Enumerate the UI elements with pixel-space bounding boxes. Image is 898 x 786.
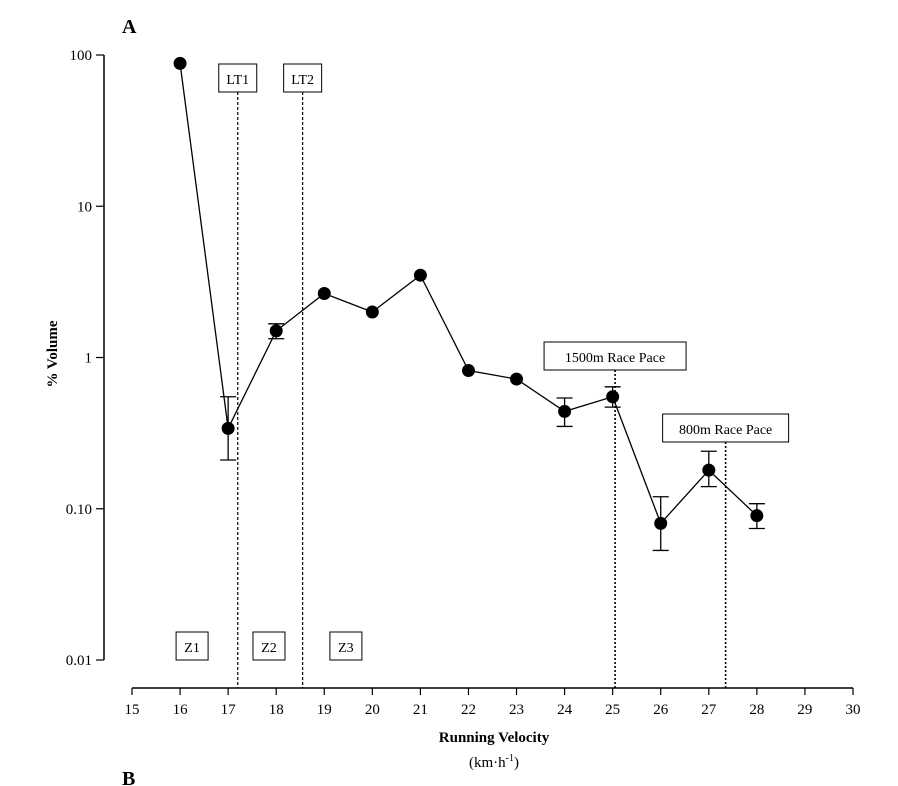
reference-label: LT2 [291,73,314,88]
x-axis-units: (km·h-1) [469,753,519,771]
zone-label-box [175,631,209,661]
x-tick-label: 15 [125,702,140,718]
reference-label-box [543,341,687,371]
data-series [173,56,765,552]
data-point [317,286,331,300]
x-tick-label: 25 [605,702,620,718]
reference-label-box [283,63,323,93]
x-axis-title: Running Velocity [439,730,550,746]
x-tick-label: 24 [557,702,573,718]
reference-label-box [662,413,790,443]
x-tick-label: 22 [461,702,476,718]
y-tick-label: 0.10 [66,502,92,518]
panel-label-a: A [122,16,137,38]
reference-label-box [218,63,258,93]
data-point [750,509,764,523]
data-point [173,56,187,70]
data-point [269,324,283,338]
zone-label: Z1 [184,641,200,656]
reference-label: 800m Race Pace [679,423,772,438]
data-point [606,390,620,404]
reference-label: 1500m Race Pace [565,351,665,366]
data-point [365,305,379,319]
y-tick-label: 1 [85,351,93,367]
x-tick-label: 21 [413,702,428,718]
x-tick-label: 23 [509,702,524,718]
panel-label-b: B [122,768,135,786]
x-tick-label: 18 [269,702,284,718]
x-tick-label: 19 [317,702,332,718]
zone-labels: Z1 Z2 Z3 [175,631,363,661]
x-tick-label: 30 [846,702,861,718]
data-point [461,364,475,378]
series-line [179,63,758,525]
data-point [702,463,716,477]
x-tick-label: 27 [701,702,717,718]
zone-label-box [329,631,363,661]
ticks: 15 16 17 18 19 20 21 22 23 24 25 26 27 28 29 30 0.01 0.10… [66,48,861,718]
x-tick-label: 26 [653,702,669,718]
reference-label: LT1 [226,73,249,88]
zone-label: Z3 [338,641,354,656]
x-tick-label: 20 [365,702,380,718]
axes [103,55,853,689]
zone-label: Z2 [261,641,277,656]
data-point [413,268,427,282]
x-tick-label: 17 [221,702,237,718]
y-axis-title: % Volume [45,320,61,387]
data-point [558,404,572,418]
reference-lines: LT1 LT2 1500m Race Pace 800m Race Pace [218,63,790,688]
zone-label-box [252,631,286,661]
x-tick-label: 29 [797,702,812,718]
y-tick-label: 10 [77,199,92,215]
data-point [654,516,668,530]
y-tick-label: 100 [70,48,93,64]
x-tick-label: 16 [173,702,189,718]
data-point [221,421,235,435]
x-tick-label: 28 [749,702,764,718]
y-tick-label: 0.01 [66,653,92,669]
data-point [510,372,524,386]
